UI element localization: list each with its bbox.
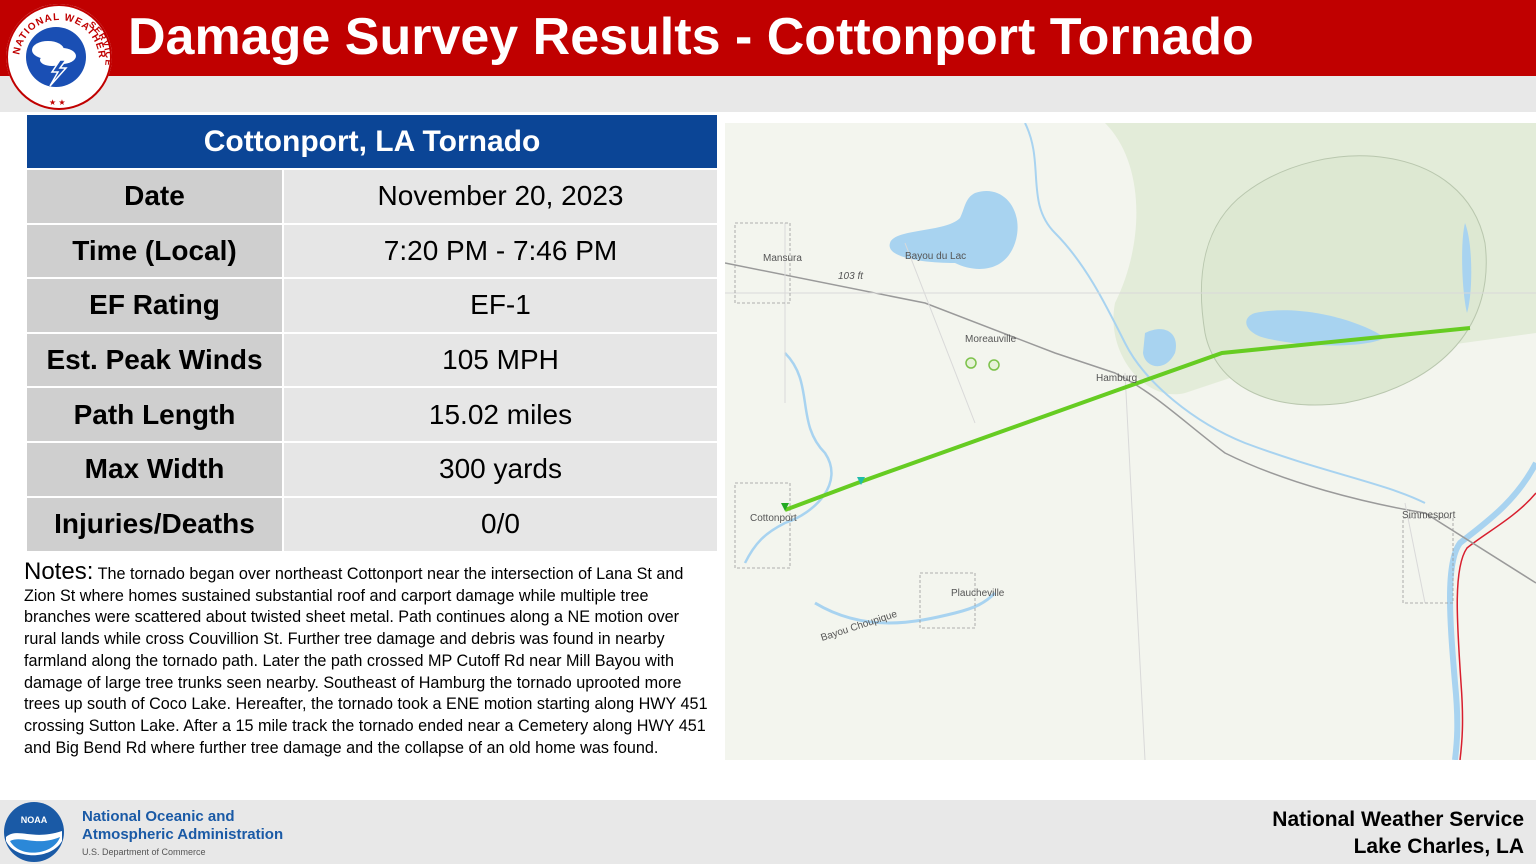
boundary-cottonport bbox=[734, 482, 791, 569]
river-east bbox=[1447, 461, 1536, 760]
page-title: Damage Survey Results - Cottonport Torna… bbox=[128, 8, 1254, 66]
table-row: Injuries/Deaths 0/0 bbox=[27, 495, 717, 552]
svg-text:★ ★: ★ ★ bbox=[49, 98, 66, 107]
boundary-mansura bbox=[734, 222, 791, 304]
footer-bar bbox=[0, 800, 1536, 864]
lake-oxbow bbox=[1246, 310, 1385, 346]
office-name: National Weather Service bbox=[1272, 808, 1524, 831]
summary-table-heading: Cottonport, LA Tornado bbox=[27, 115, 717, 169]
row-label-time: Time (Local) bbox=[27, 222, 284, 279]
row-label-date: Date bbox=[27, 168, 284, 224]
map-oxbow-land bbox=[1200, 155, 1487, 406]
summary-table: Cottonport, LA Tornado Date November 20,… bbox=[27, 115, 717, 552]
river-west bbox=[743, 352, 833, 564]
row-value-path-length: 15.02 miles bbox=[283, 386, 717, 442]
minor-roads bbox=[725, 223, 1536, 760]
row-label-path-length: Path Length bbox=[27, 386, 284, 442]
map-label-moreauville: Moreauville bbox=[965, 334, 1017, 345]
row-value-date: November 20, 2023 bbox=[283, 168, 717, 224]
map-label-mansura: Mansura bbox=[763, 253, 802, 264]
table-row: Est. Peak Winds 105 MPH bbox=[27, 331, 717, 388]
agency-name-line2: Atmospheric Administration bbox=[82, 826, 284, 843]
row-value-time: 7:20 PM - 7:46 PM bbox=[283, 222, 717, 279]
map-label-elevation: 103 ft bbox=[838, 271, 864, 282]
header-strip bbox=[0, 76, 1536, 112]
map-label-hamburg: Hamburg bbox=[1096, 373, 1137, 384]
row-value-peak-winds: 105 MPH bbox=[283, 331, 717, 388]
agency-name-line1: National Oceanic and bbox=[82, 808, 235, 825]
track-start-marker bbox=[781, 503, 789, 511]
table-row: Date November 20, 2023 bbox=[27, 168, 717, 224]
noaa-logo-text: NOAA bbox=[21, 815, 48, 825]
row-label-ef-rating: EF Rating bbox=[27, 277, 284, 333]
table-row: EF Rating EF-1 bbox=[27, 277, 717, 333]
track-marker bbox=[857, 477, 865, 485]
notes: Notes: The tornado began over northeast … bbox=[24, 558, 712, 759]
row-value-injuries: 0/0 bbox=[283, 495, 717, 552]
damage-point bbox=[988, 359, 1000, 371]
river-central bbox=[1024, 123, 1426, 504]
lake-small bbox=[1143, 329, 1176, 367]
noaa-logo: NOAA bbox=[4, 802, 64, 862]
parish-boundary bbox=[1456, 492, 1536, 760]
lake-bayou-du-lac bbox=[889, 191, 1018, 269]
map-label-cottonport: Cottonport bbox=[750, 513, 797, 524]
notes-label: Notes: bbox=[24, 558, 94, 585]
row-value-max-width: 300 yards bbox=[283, 440, 717, 497]
row-label-peak-winds: Est. Peak Winds bbox=[27, 331, 284, 388]
table-row: Time (Local) 7:20 PM - 7:46 PM bbox=[27, 222, 717, 279]
tornado-track bbox=[784, 326, 1471, 512]
office-location: Lake Charles, LA bbox=[1353, 835, 1524, 858]
boundary-simmesport bbox=[1402, 517, 1454, 604]
map-label-bayou-du-lac: Bayou du Lac bbox=[905, 251, 966, 262]
nws-logo: NATIONAL WEATHER SERVICE ★ ★ bbox=[6, 4, 113, 110]
row-value-ef-rating: EF-1 bbox=[283, 277, 717, 333]
department-name: U.S. Department of Commerce bbox=[82, 847, 206, 857]
header-bar bbox=[0, 0, 1536, 76]
notes-text: The tornado began over northeast Cottonp… bbox=[24, 565, 708, 757]
lake-narrow bbox=[1462, 223, 1472, 313]
map-label-simmesport: Simmesport bbox=[1402, 510, 1456, 521]
track-map: Mansura 103 ft Bayou du Lac Moreauville … bbox=[725, 123, 1536, 760]
track-map-canvas: Mansura 103 ft Bayou du Lac Moreauville … bbox=[725, 123, 1536, 760]
table-row: Path Length 15.02 miles bbox=[27, 386, 717, 442]
row-label-max-width: Max Width bbox=[27, 440, 284, 497]
bayou-choupique-river bbox=[814, 591, 997, 625]
table-row: Max Width 300 yards bbox=[27, 440, 717, 497]
damage-point bbox=[965, 357, 977, 369]
boundary-plaucheville bbox=[919, 572, 976, 629]
row-label-injuries: Injuries/Deaths bbox=[27, 495, 284, 552]
map-label-plaucheville: Plaucheville bbox=[951, 588, 1005, 599]
